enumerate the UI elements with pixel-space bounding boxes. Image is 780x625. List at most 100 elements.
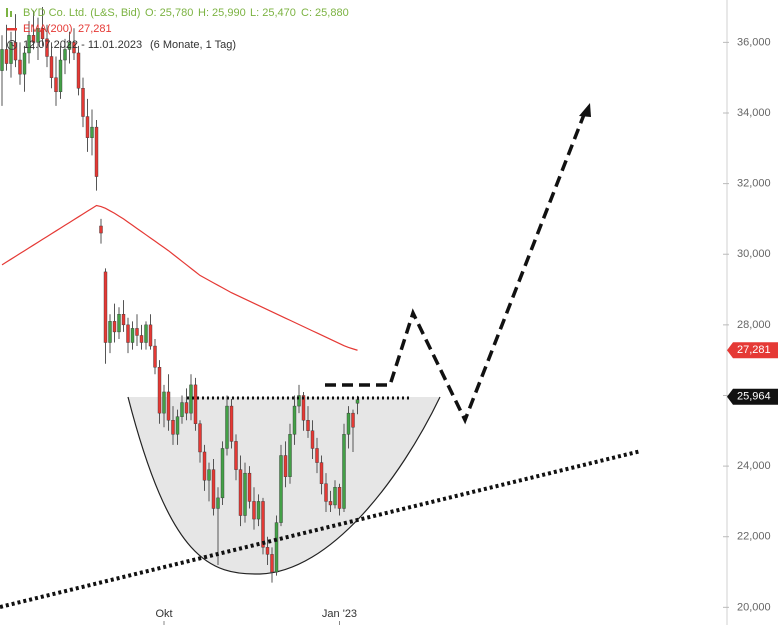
candle-body — [63, 49, 67, 61]
drawings — [0, 103, 642, 609]
candle-body — [306, 419, 310, 431]
candle-body — [54, 77, 58, 93]
candle-body — [76, 52, 81, 89]
candle-body — [315, 448, 319, 463]
candle-body — [193, 384, 198, 424]
instrument-title: BYD Co. Ltd. (L&S, Bid) — [23, 7, 140, 19]
y-tick-label: 32,000 — [737, 178, 771, 190]
x-tick-label: Jan '23 — [322, 608, 357, 620]
candle-body — [148, 324, 153, 347]
candle-body — [40, 28, 45, 40]
y-tick-label: 22,000 — [737, 531, 771, 543]
candle-body — [202, 451, 207, 481]
y-tick-label: 24,000 — [737, 460, 771, 472]
ohlc-close: C: 25,880 — [301, 7, 349, 19]
last-price-label: 25,964 — [737, 391, 771, 403]
ohlc-low: L: 25,470 — [250, 7, 296, 19]
candle-body — [184, 402, 189, 414]
candle-body — [45, 38, 49, 57]
period: (6 Monate, 1 Tag) — [150, 39, 236, 51]
candle-body — [351, 412, 355, 428]
candle-body — [108, 321, 112, 343]
ohlc-open: O: 25,780 — [145, 7, 193, 19]
candle-body — [135, 328, 139, 336]
y-tick-label: 36,000 — [737, 36, 771, 48]
candle-body — [346, 412, 351, 435]
candle-body — [229, 405, 234, 442]
candle-body — [328, 501, 333, 506]
candle-body — [337, 487, 342, 509]
ema-name: EMA(200) — [23, 23, 73, 35]
candle-body — [18, 59, 22, 75]
candle-body — [103, 271, 108, 343]
candle-body — [117, 314, 121, 333]
candle-body — [90, 126, 94, 138]
last-price-box — [727, 388, 778, 405]
y-tick-label: 20,000 — [737, 601, 771, 613]
candle-body — [292, 405, 297, 435]
candle-body — [342, 434, 346, 509]
candle-body — [153, 345, 157, 368]
candle-body — [225, 405, 229, 449]
candle-body — [112, 321, 117, 333]
x-tick-label: Okt — [155, 608, 172, 620]
candle-body — [211, 469, 216, 509]
candle-body — [252, 501, 256, 520]
candle-body — [31, 35, 36, 43]
candle-body — [22, 52, 27, 75]
candle-body — [166, 391, 171, 421]
candle-body — [162, 391, 166, 414]
candle-body — [139, 335, 144, 343]
candle-body — [85, 116, 90, 138]
candle-body — [121, 314, 126, 326]
candle-body — [220, 448, 225, 499]
candle-body — [261, 501, 265, 548]
ohlc-high: H: 25,990 — [198, 7, 246, 19]
ema-line — [1, 204, 358, 351]
y-tick-label: 30,000 — [737, 248, 771, 260]
candle-body — [270, 554, 274, 573]
candle-body — [310, 430, 315, 449]
cup-outline — [127, 396, 441, 575]
candle-body — [27, 35, 31, 54]
candles — [0, 7, 360, 583]
y-tick-label: 28,000 — [737, 319, 771, 331]
candle-body — [49, 56, 54, 78]
clock-icon — [11, 42, 15, 47]
candle-body — [175, 416, 180, 435]
date-range: 12.07.2022 - 11.01.2023 — [23, 39, 142, 51]
candle-body — [58, 59, 63, 93]
candle-body — [247, 472, 252, 502]
candle-body — [238, 469, 243, 516]
candle-body — [99, 225, 103, 234]
candle-body — [274, 522, 279, 573]
legend-icon — [10, 11, 12, 17]
candle-body — [67, 42, 72, 50]
cup-fill — [128, 397, 440, 575]
candle-body — [4, 49, 9, 64]
candle-body — [279, 455, 283, 523]
candle-body — [301, 395, 306, 421]
candle-body — [265, 547, 270, 555]
candle-body — [9, 42, 13, 64]
candle-body — [0, 49, 4, 71]
projection-path — [325, 111, 587, 425]
legend-icon — [7, 28, 17, 31]
candle-body — [198, 423, 202, 453]
trend-line — [0, 449, 642, 609]
candle-body — [144, 324, 148, 343]
candle-body — [319, 462, 324, 484]
ema-price-box — [727, 342, 778, 359]
candle-body — [72, 42, 76, 54]
candle-body — [256, 501, 261, 520]
candle-body — [288, 434, 292, 477]
candle-body — [333, 487, 337, 506]
projection-arrow — [579, 103, 591, 117]
candle-body — [297, 395, 301, 407]
candle-body — [81, 88, 85, 117]
ema-price-label: 27,281 — [737, 344, 771, 356]
candle-body — [130, 328, 135, 343]
candle-body — [243, 472, 247, 516]
legend-icon — [6, 8, 8, 17]
